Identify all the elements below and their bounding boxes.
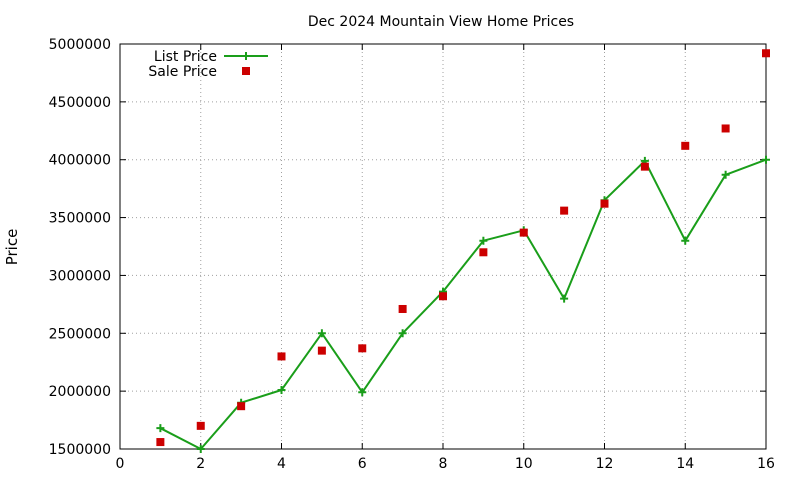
y-tick-label: 3000000 <box>49 268 111 284</box>
list-price-point <box>156 424 165 433</box>
y-tick-label: 4500000 <box>49 95 111 111</box>
sale-price-point <box>156 438 165 447</box>
sale-price-point <box>600 199 609 208</box>
list-price-point <box>560 294 569 303</box>
sale-price-point <box>681 141 690 150</box>
list-price-point <box>681 236 690 245</box>
sale-price-point <box>640 162 649 171</box>
y-tick-label: 1500000 <box>49 442 111 458</box>
x-tick-label: 10 <box>515 456 533 472</box>
sale-price-point <box>762 49 770 58</box>
list-price-point <box>721 170 730 179</box>
list-price-point <box>277 385 286 394</box>
list-price-point <box>398 329 407 338</box>
y-tick-label: 5000000 <box>49 37 111 53</box>
x-tick-label: 0 <box>116 456 125 472</box>
chart-title: Dec 2024 Mountain View Home Prices <box>308 14 574 30</box>
y-tick-label: 2500000 <box>49 326 111 342</box>
list-price-line <box>159 158 767 450</box>
list-price-point <box>479 236 488 245</box>
sale-price-point <box>560 206 569 215</box>
sale-price-point <box>721 124 730 133</box>
x-tick-label: 16 <box>757 456 775 472</box>
legend: List Price Sale Price <box>148 49 268 80</box>
x-tick-label: 8 <box>439 456 448 472</box>
sale-price-point <box>398 304 407 313</box>
list-price-point <box>317 329 326 338</box>
grid <box>120 44 766 449</box>
legend-marker-sale-price <box>242 67 250 75</box>
list-price-point <box>762 155 770 164</box>
sale-price-point <box>519 228 528 237</box>
sale-price-point <box>237 402 246 411</box>
sale-price-point <box>439 292 447 301</box>
legend-label-sale-price: Sale Price <box>148 64 217 80</box>
list-price-point <box>196 445 205 453</box>
y-axis-label: Price <box>3 229 21 266</box>
x-tick-label: 6 <box>358 456 367 472</box>
sale-price-point <box>479 248 488 257</box>
x-tick-label: 2 <box>196 456 205 472</box>
sale-price-point <box>358 344 367 353</box>
series <box>156 49 770 453</box>
axis-ticks: 0 2 4 6 8 10 12 14 16 1500000 2000000 2500000 300000… <box>49 37 775 472</box>
legend-label-list-price: List Price <box>154 49 217 65</box>
y-tick-label: 2000000 <box>49 384 111 400</box>
y-tick-label: 3500000 <box>49 211 111 227</box>
legend-marker-list-price <box>242 52 250 60</box>
x-tick-label: 4 <box>277 456 286 472</box>
sale-price-point <box>277 352 286 361</box>
x-tick-label: 12 <box>596 456 614 472</box>
x-tick-label: 14 <box>676 456 694 472</box>
y-tick-label: 4000000 <box>49 153 111 169</box>
sale-price-point <box>317 346 326 355</box>
list-price-point <box>358 388 367 397</box>
sale-price-point <box>196 421 205 430</box>
